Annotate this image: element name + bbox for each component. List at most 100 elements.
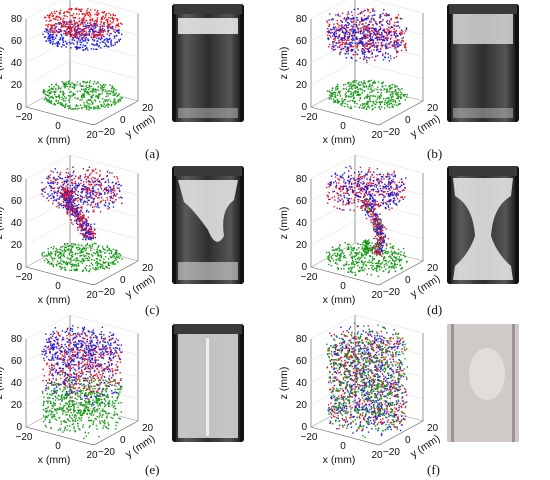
z-tick-label: 60 bbox=[11, 36, 23, 47]
photo-content bbox=[172, 324, 244, 442]
z-axis-label: z (mm) bbox=[0, 367, 5, 400]
x-tick-label: 20 bbox=[86, 130, 98, 141]
z-tick-label: 0 bbox=[301, 422, 307, 433]
z-tick-label: 60 bbox=[296, 36, 308, 47]
z-tick-label: 80 bbox=[296, 334, 308, 345]
figure-panel-b: 0 20 40 60 80 −20 0 20 −20 0 20 z (mm) x (mm) y (mm) … bbox=[278, 0, 550, 161]
z-tick-label: 60 bbox=[296, 196, 308, 207]
y-axis-label: y (mm) bbox=[123, 433, 157, 461]
z-tick-label: 20 bbox=[296, 400, 308, 411]
y-tick-label: 20 bbox=[427, 263, 439, 274]
y-axis-label: y (mm) bbox=[408, 433, 442, 461]
photo-canvas bbox=[447, 4, 519, 122]
x-tick-label: 0 bbox=[340, 121, 346, 132]
x-axis-label: x (mm) bbox=[38, 294, 71, 306]
z-tick-label: 60 bbox=[11, 356, 23, 367]
experiment-photo bbox=[172, 324, 244, 442]
panel-caption: (d) bbox=[427, 302, 443, 317]
y-tick-label: −20 bbox=[383, 287, 400, 298]
z-axis-label: z (mm) bbox=[278, 207, 290, 240]
particle-points bbox=[41, 166, 123, 273]
y-tick-label: −20 bbox=[98, 127, 115, 138]
x-axis-label: x (mm) bbox=[323, 454, 356, 466]
x-tick-label: −20 bbox=[16, 112, 33, 123]
z-tick-label: 0 bbox=[16, 422, 22, 433]
x-tick-label: 20 bbox=[371, 450, 383, 461]
y-tick-label: −20 bbox=[383, 447, 400, 458]
x-tick-label: 20 bbox=[86, 290, 98, 301]
z-tick-label: 0 bbox=[301, 262, 307, 273]
x-tick-label: −20 bbox=[301, 272, 318, 283]
y-tick-label: 0 bbox=[405, 115, 411, 126]
z-tick-label: 20 bbox=[11, 240, 23, 251]
z-tick-label: 20 bbox=[11, 80, 23, 91]
photo-canvas bbox=[172, 166, 244, 284]
photo-content bbox=[172, 166, 244, 284]
z-axis-label: z (mm) bbox=[278, 367, 290, 400]
experiment-photo bbox=[172, 166, 244, 284]
y-axis-label: y (mm) bbox=[408, 113, 442, 141]
y-tick-label: 20 bbox=[142, 103, 154, 114]
y-tick-label: 0 bbox=[120, 275, 126, 286]
y-axis-label: y (mm) bbox=[123, 113, 157, 141]
figure-panel-f: 0 20 40 60 80 −20 0 20 −20 0 20 z (mm) x (mm) y (mm) … bbox=[278, 314, 550, 480]
z-tick-label: 20 bbox=[296, 240, 308, 251]
x-axis-label: x (mm) bbox=[38, 134, 71, 146]
x-tick-label: −20 bbox=[16, 432, 33, 443]
z-tick-label: 20 bbox=[11, 400, 23, 411]
x-tick-label: 0 bbox=[55, 121, 61, 132]
photo-canvas bbox=[447, 324, 519, 442]
photo-content bbox=[447, 166, 519, 284]
x-axis-label: x (mm) bbox=[323, 294, 356, 306]
x-tick-label: 0 bbox=[55, 441, 61, 452]
x-tick-label: −20 bbox=[301, 432, 318, 443]
photo-content bbox=[172, 4, 244, 122]
z-tick-label: 40 bbox=[296, 378, 308, 389]
z-tick-label: 0 bbox=[16, 102, 22, 113]
panel-caption: (e) bbox=[145, 462, 160, 477]
y-tick-label: 20 bbox=[427, 103, 439, 114]
photo-canvas bbox=[172, 324, 244, 442]
y-axis-label: y (mm) bbox=[123, 273, 157, 301]
photo-canvas bbox=[172, 4, 244, 122]
x-tick-label: −20 bbox=[301, 112, 318, 123]
x-tick-label: 20 bbox=[86, 450, 98, 461]
particle-points bbox=[41, 325, 123, 440]
z-tick-label: 40 bbox=[296, 58, 308, 69]
z-tick-label: 80 bbox=[296, 14, 308, 25]
x-tick-label: 20 bbox=[371, 130, 383, 141]
y-tick-label: 0 bbox=[120, 435, 126, 446]
y-tick-label: −20 bbox=[98, 287, 115, 298]
z-tick-label: 80 bbox=[296, 174, 308, 185]
z-axis-label: z (mm) bbox=[0, 47, 5, 80]
y-tick-label: 20 bbox=[142, 263, 154, 274]
panel-caption: (c) bbox=[145, 302, 160, 317]
x-axis-label: x (mm) bbox=[323, 134, 356, 146]
experiment-photo bbox=[447, 166, 519, 284]
photo-content bbox=[447, 324, 519, 442]
photo-canvas bbox=[447, 166, 519, 284]
panel-caption: (a) bbox=[145, 146, 160, 161]
x-tick-label: 20 bbox=[371, 290, 383, 301]
y-tick-label: 0 bbox=[120, 115, 126, 126]
x-tick-label: −20 bbox=[16, 272, 33, 283]
z-tick-label: 80 bbox=[11, 14, 23, 25]
z-tick-label: 40 bbox=[11, 218, 23, 229]
y-axis-label: y (mm) bbox=[408, 273, 442, 301]
y-tick-label: 0 bbox=[405, 435, 411, 446]
particle-points bbox=[326, 8, 408, 111]
z-tick-label: 40 bbox=[11, 58, 23, 69]
x-tick-label: 0 bbox=[340, 441, 346, 452]
experiment-photo bbox=[172, 4, 244, 122]
z-tick-label: 20 bbox=[296, 80, 308, 91]
z-tick-label: 0 bbox=[301, 102, 307, 113]
z-tick-label: 80 bbox=[11, 334, 23, 345]
